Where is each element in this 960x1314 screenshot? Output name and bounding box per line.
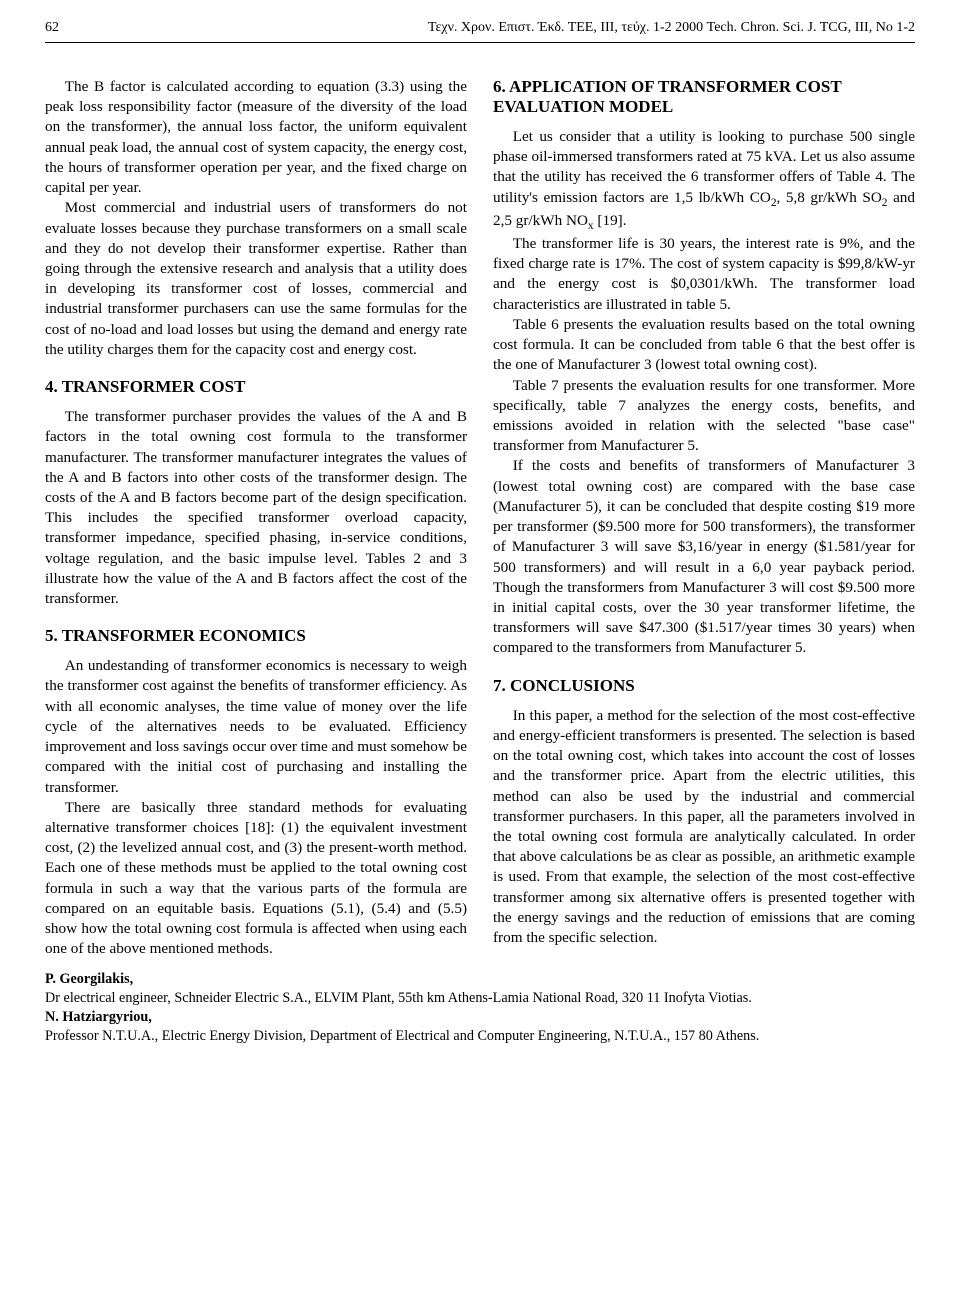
para-utility-purchase-b: , 5,8 gr/kWh SO <box>777 189 882 206</box>
para-utility-purchase: Let us consider that a utility is lookin… <box>493 127 915 234</box>
left-column: The B factor is calculated according to … <box>45 77 467 960</box>
author2-name: N. Hatziargyriou, <box>45 1009 152 1025</box>
author2-affiliation: Professor N.T.U.A., Electric Energy Divi… <box>45 1027 915 1046</box>
heading-transformer-economics: 5. TRANSFORMER ECONOMICS <box>45 626 467 646</box>
running-header: 62 Τεχν. Χρον. Επιστ. Έκδ. ΤΕΕ, III, τεύ… <box>45 20 915 43</box>
author1-affiliation: Dr electrical engineer, Schneider Electr… <box>45 989 915 1008</box>
page-number: 62 <box>45 20 59 36</box>
para-economics-2: There are basically three standard metho… <box>45 798 467 960</box>
para-transformer-life: The transformer life is 30 years, the in… <box>493 234 915 315</box>
running-title: Τεχν. Χρον. Επιστ. Έκδ. ΤΕΕ, III, τεύχ. … <box>428 20 915 36</box>
heading-transformer-cost: 4. TRANSFORMER COST <box>45 377 467 397</box>
para-commercial-users: Most commercial and industrial users of … <box>45 198 467 360</box>
para-conclusions: In this paper, a method for the selectio… <box>493 706 915 949</box>
para-purchaser-values: The transformer purchaser provides the v… <box>45 407 467 609</box>
para-cost-benefit: If the costs and benefits of transformer… <box>493 456 915 658</box>
para-table6: Table 6 presents the evaluation results … <box>493 315 915 376</box>
author1-name: P. Georgilakis, <box>45 971 133 987</box>
para-table7: Table 7 presents the evaluation results … <box>493 376 915 457</box>
two-column-body: The B factor is calculated according to … <box>45 77 915 960</box>
para-b-factor: The B factor is calculated according to … <box>45 77 467 198</box>
para-utility-purchase-d: [19]. <box>594 212 627 229</box>
para-economics-1: An undestanding of transformer economics… <box>45 656 467 798</box>
author-footer: P. Georgilakis, Dr electrical engineer, … <box>45 970 915 1047</box>
heading-conclusions: 7. CONCLUSIONS <box>493 676 915 696</box>
right-column: 6. APPLICATION OF TRANSFORMER COST EVALU… <box>493 77 915 960</box>
heading-application: 6. APPLICATION OF TRANSFORMER COST EVALU… <box>493 77 915 117</box>
